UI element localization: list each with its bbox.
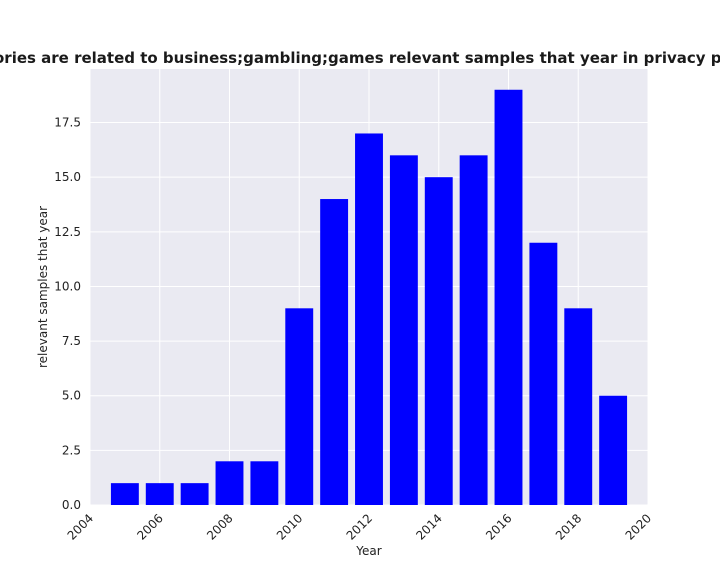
bar-2007 [180, 483, 209, 505]
bar-2014 [424, 177, 453, 505]
y-tick-label: 0.0 [62, 498, 81, 512]
bar-2017 [529, 242, 558, 505]
bar-2011 [320, 199, 349, 505]
bar-2010 [285, 308, 314, 505]
bar-2009 [250, 461, 279, 505]
bar-2008 [215, 461, 244, 505]
bar-2016 [494, 89, 523, 505]
bar-2005 [110, 483, 139, 505]
bar-2012 [355, 133, 383, 505]
bar-2013 [389, 155, 418, 506]
x-axis-label: Year [355, 544, 381, 558]
y-tick-labels: 0.0 2.5 5.0 7.5 10.0 12.5 15.0 17.5 [54, 116, 81, 512]
bar-2019 [599, 395, 628, 505]
y-tick-label: 7.5 [62, 334, 81, 348]
y-tick-label: 10.0 [54, 279, 81, 293]
y-tick-label: 12.5 [54, 225, 81, 239]
bar-2015 [459, 155, 488, 506]
bar-2006 [145, 483, 174, 505]
y-tick-label: 17.5 [54, 116, 81, 130]
bars [110, 89, 628, 506]
y-tick-label: 2.5 [62, 443, 81, 457]
bar-2018 [564, 308, 593, 505]
y-tick-label: 5.0 [62, 389, 81, 403]
chart-title: Categories are related to business;gambl… [0, 49, 720, 67]
y-tick-label: 15.0 [54, 170, 81, 184]
y-axis-label: relevant samples that year [36, 206, 50, 368]
